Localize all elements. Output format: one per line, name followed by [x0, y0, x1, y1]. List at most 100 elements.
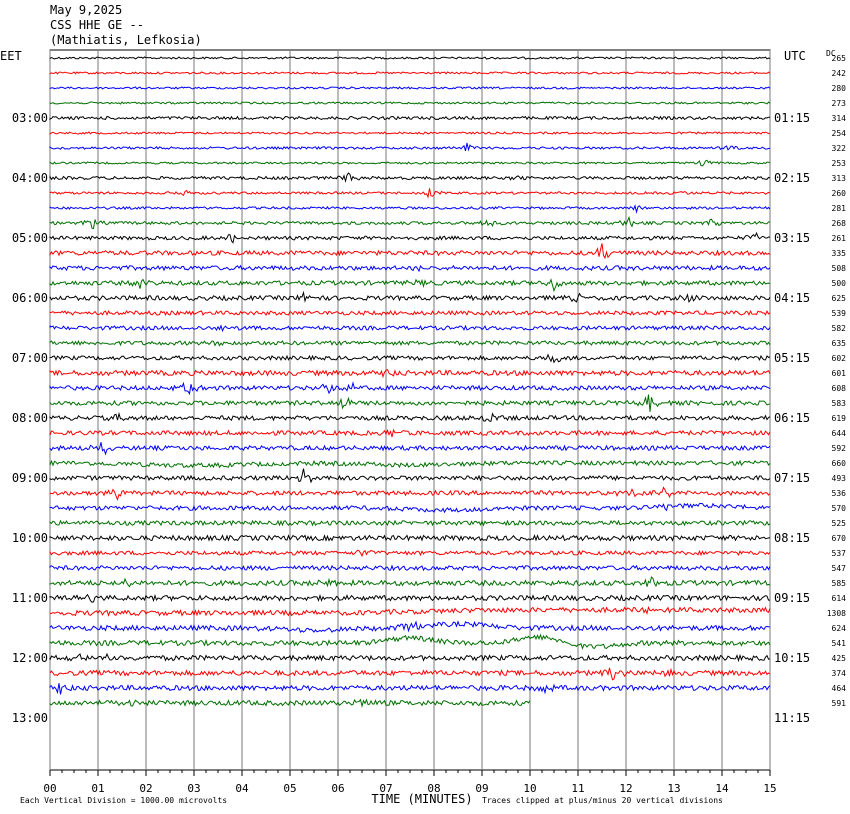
dc-value-row-26: 644 [832, 429, 847, 438]
dc-value-row-43: 464 [832, 684, 847, 693]
dc-value-row-22: 601 [832, 369, 847, 378]
footer-clip-note: Traces clipped at plus/minus 20 vertical… [482, 796, 723, 805]
dc-value-row-25: 619 [832, 414, 847, 423]
dc-value-row-32: 525 [832, 519, 847, 528]
trace-row-41 [49, 652, 771, 663]
x-tick-label-02: 02 [139, 782, 152, 795]
dc-value-row-37: 614 [832, 594, 847, 603]
trace-row-19 [49, 324, 771, 333]
trace-row-25 [49, 411, 771, 422]
dc-value-row-33: 670 [832, 534, 847, 543]
left-hour-label-08:00: 08:00 [12, 411, 48, 425]
trace-row-22 [49, 369, 771, 379]
trace-row-20 [49, 339, 771, 347]
dc-value-row-28: 660 [832, 459, 847, 468]
x-tick-label-01: 01 [91, 782, 104, 795]
left-hour-label-12:00: 12:00 [12, 651, 48, 665]
dc-value-row-20: 635 [832, 339, 847, 348]
x-tick-label-05: 05 [283, 782, 296, 795]
left-hour-label-10:00: 10:00 [12, 531, 48, 545]
dc-value-row-10: 260 [832, 189, 847, 198]
x-tick-label-12: 12 [619, 782, 632, 795]
dc-value-row-2: 242 [832, 69, 847, 78]
dc-value-row-9: 313 [832, 174, 847, 183]
trace-row-28 [49, 459, 771, 469]
dc-value-row-16: 500 [832, 279, 847, 288]
trace-row-7 [49, 142, 771, 152]
trace-row-3 [49, 86, 771, 90]
dc-value-row-11: 281 [832, 204, 847, 213]
dc-value-row-21: 602 [832, 354, 847, 363]
right-hour-label-03:15: 03:15 [774, 231, 810, 245]
axis-labels: 00 01 02 03 04 05 06 07 08 09 10 11 12 13 14 15 265 242 28… [0, 49, 846, 806]
trace-row-34 [49, 549, 771, 558]
trace-row-14 [49, 243, 771, 260]
right-hour-label-11:15: 11:15 [774, 711, 810, 725]
right-timezone-label: UTC [784, 49, 806, 63]
trace-row-35 [49, 564, 771, 572]
trace-row-18 [49, 309, 771, 317]
dc-column-label: DC [826, 49, 836, 58]
x-tick-label-10: 10 [523, 782, 536, 795]
trace-row-26 [49, 428, 771, 438]
left-hour-label-11:00: 11:00 [12, 591, 48, 605]
footer-scale-note: Each Vertical Division = 1000.00 microvo… [20, 796, 227, 805]
trace-row-33 [49, 534, 771, 542]
trace-row-12 [49, 215, 771, 230]
trace-row-44 [49, 698, 531, 708]
trace-row-37 [49, 593, 770, 603]
dc-value-row-24: 583 [832, 399, 847, 408]
dc-value-row-4: 273 [832, 99, 847, 108]
trace-row-38 [49, 605, 771, 617]
station-location: (Mathiatis, Lefkosia) [50, 33, 202, 47]
trace-row-11 [49, 204, 771, 214]
right-hour-label-07:15: 07:15 [774, 471, 810, 485]
dc-value-row-42: 374 [832, 669, 847, 678]
trace-row-40 [49, 633, 771, 650]
right-hour-label-06:15: 06:15 [774, 411, 810, 425]
trace-row-8 [49, 159, 771, 167]
dc-value-row-34: 537 [832, 549, 847, 558]
trace-row-31 [49, 502, 771, 514]
dc-value-row-3: 280 [832, 84, 847, 93]
x-tick-label-13: 13 [667, 782, 680, 795]
dc-value-row-40: 541 [832, 639, 847, 648]
left-hour-label-05:00: 05:00 [12, 231, 48, 245]
trace-row-23 [49, 381, 771, 396]
right-hour-label-05:15: 05:15 [774, 351, 810, 365]
trace-row-16 [49, 278, 771, 293]
trace-row-10 [49, 188, 771, 199]
trace-row-24 [49, 394, 771, 412]
x-tick-label-15: 15 [763, 782, 776, 795]
trace-row-32 [49, 519, 771, 527]
trace-row-2 [49, 71, 771, 75]
x-tick-label-09: 09 [475, 782, 488, 795]
x-tick-label-14: 14 [715, 782, 729, 795]
left-hour-label-09:00: 09:00 [12, 471, 48, 485]
dc-value-row-15: 508 [832, 264, 847, 273]
x-tick-label-03: 03 [187, 782, 200, 795]
dc-value-row-44: 591 [832, 699, 847, 708]
dc-value-row-18: 539 [832, 309, 847, 318]
trace-row-15 [49, 264, 771, 273]
trace-row-5 [49, 115, 771, 121]
dc-value-row-17: 625 [832, 294, 847, 303]
x-tick-label-04: 04 [235, 782, 249, 795]
x-tick-label-08: 08 [427, 782, 440, 795]
time-grid [49, 49, 771, 776]
trace-row-30 [49, 486, 771, 501]
trace-row-13 [49, 231, 771, 244]
seismic-traces [49, 56, 771, 708]
dc-value-row-1: 265 [832, 54, 847, 63]
dc-value-row-13: 261 [832, 234, 847, 243]
dc-value-row-38: 1308 [827, 609, 846, 618]
trace-row-1 [49, 56, 771, 60]
dc-value-row-19: 582 [832, 324, 847, 333]
dc-value-row-31: 570 [832, 504, 847, 513]
left-timezone-label: EET [0, 49, 22, 63]
dc-value-row-6: 254 [832, 129, 847, 138]
dc-value-row-39: 624 [832, 624, 847, 633]
plot-frame [49, 49, 771, 771]
trace-row-39 [49, 620, 771, 633]
left-hour-label-07:00: 07:00 [12, 351, 48, 365]
